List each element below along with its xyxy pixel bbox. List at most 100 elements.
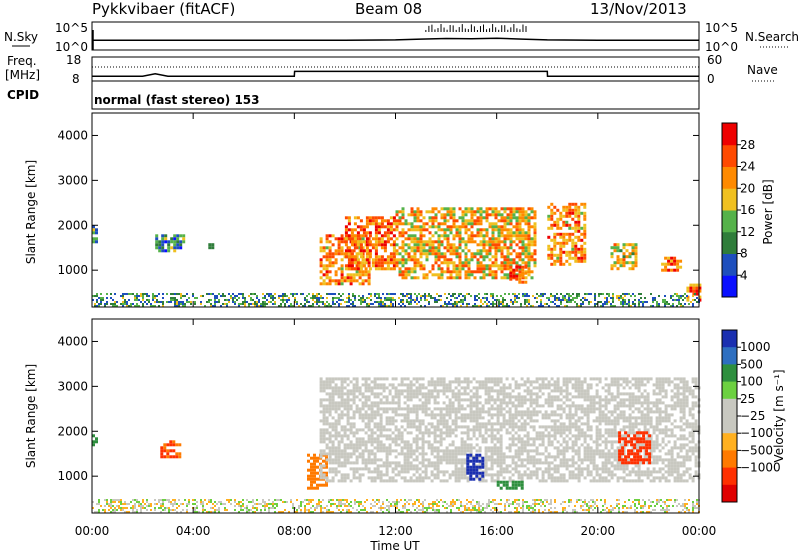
heatmap-cell [341,440,344,443]
heatmap-cell [357,267,360,270]
heatmap-cell [545,479,548,482]
heatmap-cell [384,249,387,252]
heatmap-cell [519,231,522,234]
heatmap-cell [370,303,372,305]
heatmap-cell [422,392,425,395]
heatmap-cell [452,455,455,458]
heatmap-cell [474,219,477,222]
heatmap-cell [414,243,417,246]
heatmap-cell [563,449,566,452]
heatmap-cell [392,422,395,425]
heatmap-cell [694,293,696,295]
heatmap-cell [356,467,359,470]
heatmap-cell [531,240,534,243]
heatmap-cell [485,422,488,425]
heatmap-cell [354,297,356,299]
heatmap-cell [353,410,356,413]
heatmap-cell [477,219,480,222]
heatmap-cell [554,437,557,440]
heatmap-cell [471,258,474,261]
heatmap-cell [602,416,605,419]
heatmap-cell [575,461,578,464]
heatmap-cell [525,252,528,255]
heatmap-cell [441,216,444,219]
heatmap-cell [611,455,614,458]
heatmap-cell [348,301,350,303]
heatmap-cell [515,452,518,455]
heatmap-cell [398,428,401,431]
heatmap-cell [332,392,335,395]
heatmap-cell [551,467,554,470]
heatmap-cell [554,476,557,479]
heatmap-cell [378,297,380,299]
heatmap-cell [359,467,362,470]
heatmap-cell [553,233,556,236]
heatmap-cell [521,413,524,416]
heatmap-cell [323,246,326,249]
heatmap-cell [402,207,405,210]
heatmap-cell [453,213,456,216]
heatmap-cell [452,458,455,461]
heatmap-cell [518,386,521,389]
heatmap-cell [580,248,583,251]
heatmap-cell [635,243,638,246]
heatmap-cell [368,434,371,437]
heatmap-cell [562,236,565,239]
heatmap-cell [341,258,344,261]
heatmap-cell [408,246,411,249]
heatmap-cell [359,392,362,395]
heatmap-cell [359,428,362,431]
heatmap-cell [617,422,620,425]
heatmap-cell [456,273,459,276]
heatmap-cell [495,255,498,258]
heatmap-cell [437,434,440,437]
heatmap-cell [360,252,363,255]
heatmap-cell [644,297,646,299]
heatmap-cell [672,299,674,301]
heatmap-cell [158,246,161,249]
heatmap-cell [574,215,577,218]
heatmap-cell [461,380,464,383]
heatmap-cell [520,303,522,305]
heatmap-cell [398,413,401,416]
heatmap-cell [692,303,694,305]
heatmap-cell [545,416,548,419]
heatmap-cell [449,473,452,476]
heatmap-cell [476,407,479,410]
heatmap-cell [313,478,316,481]
heatmap-cell [372,219,375,222]
heatmap-cell [455,395,458,398]
heatmap-cell [468,222,471,225]
heatmap-cell [443,392,446,395]
heatmap-cell [423,249,426,252]
heatmap-cell [200,303,202,305]
heatmap-cell [629,267,632,270]
heatmap-cell [476,443,479,446]
heatmap-cell [684,303,686,305]
heatmap-cell [450,270,453,273]
heatmap-cell [502,299,504,301]
heatmap-cell [329,240,332,243]
heatmap-cell [362,419,365,422]
heatmap-cell [353,273,356,276]
heatmap-cell [577,212,580,215]
heatmap-cell [274,293,276,295]
heatmap-cell [550,263,553,266]
heatmap-cell [96,301,98,303]
heatmap-cell [410,389,413,392]
heatmap-cell [554,303,556,305]
heatmap-cell [372,258,375,261]
heatmap-cell [488,377,491,380]
heatmap-cell [605,431,608,434]
heatmap-cell [320,401,323,404]
heatmap-cell [362,443,365,446]
heatmap-cell [626,425,629,428]
heatmap-cell [568,251,571,254]
heatmap-cell [455,455,458,458]
heatmap-cell [566,395,569,398]
heatmap-cell [578,428,581,431]
heatmap-cell [371,434,374,437]
heatmap-cell [596,431,599,434]
heatmap-cell [396,258,399,261]
heatmap-cell [632,261,635,264]
